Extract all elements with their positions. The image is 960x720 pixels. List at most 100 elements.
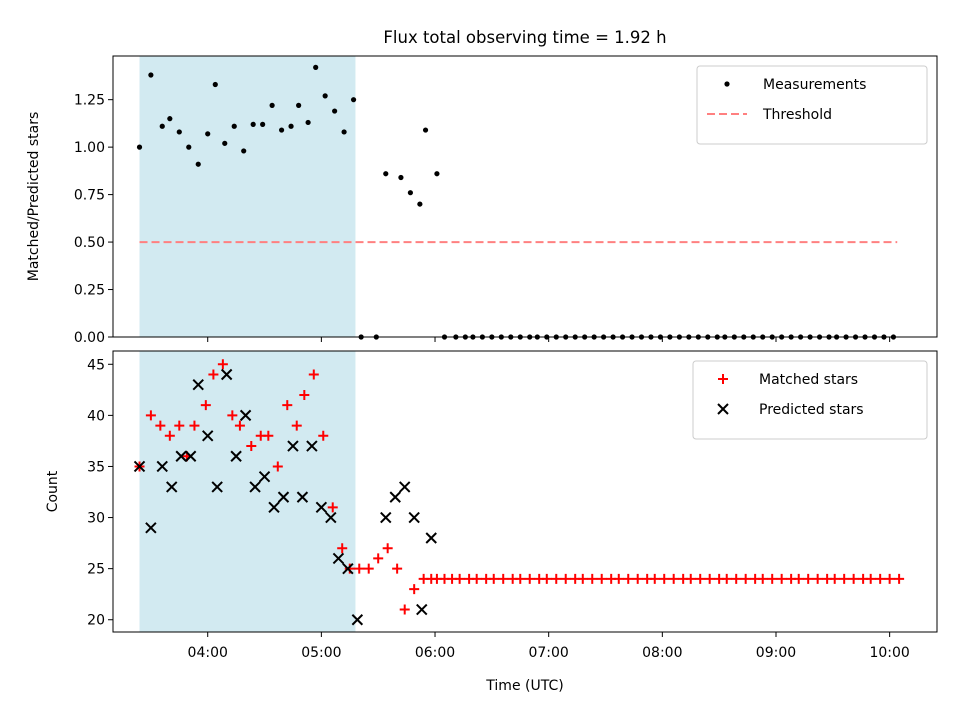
measurement-point	[398, 174, 404, 181]
matched-star-point	[327, 502, 338, 513]
matched-star-point	[227, 410, 238, 421]
legend-label: Predicted stars	[759, 402, 864, 418]
matched-star-point	[577, 573, 588, 584]
matched-star-point	[524, 573, 535, 584]
measurement-point	[136, 144, 143, 150]
measurement-point	[195, 161, 201, 167]
matched-star-point	[613, 573, 624, 584]
y-tick-label: 20	[87, 613, 105, 629]
chart-title: Flux total observing time = 1.92 h	[383, 28, 666, 47]
y-axis-label: Count	[45, 470, 61, 512]
matched-star-point	[354, 563, 365, 574]
bottom-panel-counts: 20 25 30 35 40 45 04:00 05:00 06:00 07:00 08:00 09:…	[45, 350, 938, 661]
x-tick-label: 06:00	[415, 645, 455, 661]
matched-star-point	[649, 573, 660, 584]
predicted-star-point	[389, 491, 401, 503]
x-tick-label: 05:00	[301, 645, 341, 661]
measurement-point	[322, 93, 328, 99]
x-axis-label: Time (UTC)	[485, 678, 563, 694]
matched-star-point	[803, 573, 814, 584]
matched-star-point	[721, 573, 732, 584]
matched-star-point	[848, 573, 859, 584]
matched-star-point	[515, 573, 526, 584]
matched-star-point	[282, 400, 293, 411]
measurement-point	[341, 129, 347, 135]
y-tick-label: 40	[87, 408, 105, 424]
matched-star-point	[344, 563, 355, 574]
matched-star-point	[767, 573, 778, 584]
y-tick-label: 0.75	[74, 188, 105, 204]
y-tick-label: 1.00	[74, 140, 105, 156]
matched-star-point	[272, 461, 283, 472]
predicted-star-point	[220, 368, 233, 381]
measurement-point	[159, 123, 165, 129]
matched-star-point	[373, 553, 384, 564]
matched-star-point	[337, 543, 348, 554]
y-tick-label: 0.50	[74, 235, 105, 251]
legend-marker-dot	[724, 81, 730, 87]
matched-star-point	[208, 369, 219, 380]
matched-star-point	[865, 573, 876, 584]
y-axis-label: Matched/Predicted stars	[26, 112, 42, 282]
measurement-point	[222, 140, 228, 146]
predicted-star-point	[230, 450, 242, 462]
y-tick-label: 25	[87, 562, 105, 578]
matched-star-point	[685, 573, 696, 584]
predicted-star-point	[408, 511, 420, 524]
measurement-point	[422, 127, 429, 133]
predicted-star-point	[156, 460, 168, 473]
measurement-point	[250, 121, 256, 127]
matched-star-point	[498, 573, 509, 584]
predicted-star-point	[332, 552, 345, 565]
matched-star-point	[454, 573, 465, 584]
predicted-star-point	[192, 379, 204, 391]
predicted-star-point	[416, 603, 428, 616]
matched-star-point	[234, 420, 245, 431]
predicted-star-point	[133, 460, 146, 473]
measurement-point	[167, 116, 173, 122]
predicted-star-point	[202, 430, 214, 442]
top-legend: Measurements Threshold	[696, 65, 928, 145]
matched-star-point	[488, 573, 499, 584]
top-observing-span	[139, 56, 356, 337]
matched-star-point	[551, 573, 562, 584]
bottom-series-predicted-stars	[133, 368, 437, 626]
matched-star-point	[596, 573, 607, 584]
y-tick-label: 1.25	[74, 93, 105, 109]
predicted-star-point	[425, 532, 437, 544]
measurement-point	[313, 64, 319, 70]
predicted-star-point	[145, 522, 157, 534]
predicted-star-point	[258, 470, 271, 483]
predicted-star-point	[342, 562, 354, 575]
bottom-observing-span	[139, 351, 356, 632]
predicted-star-point	[249, 481, 261, 493]
legend-box	[696, 65, 928, 145]
bottom-legend: Matched stars Predicted stars	[692, 360, 928, 440]
x-tick-label: 07:00	[528, 645, 568, 661]
matched-star-point	[409, 584, 420, 595]
matched-star-point	[189, 420, 200, 431]
y-tick-label: 45	[87, 357, 105, 373]
measurement-point	[305, 119, 311, 126]
predicted-star-point	[184, 450, 197, 462]
matched-star-point	[623, 573, 634, 584]
measurement-point	[288, 123, 294, 129]
top-panel-ratio: 0.00 0.25 0.50 0.75 1.00 1.25 Matched/Predicte…	[26, 55, 938, 346]
matched-star-point	[659, 573, 670, 584]
matched-star-point	[812, 573, 823, 584]
bottom-series-matched-stars	[134, 359, 905, 615]
measurement-point	[260, 121, 266, 127]
measurement-point	[269, 102, 275, 108]
y-tick-label: 0.00	[74, 330, 105, 346]
matched-star-point	[382, 543, 393, 554]
y-tick-label: 0.25	[74, 283, 105, 299]
measurement-point	[296, 102, 302, 108]
predicted-star-point	[296, 491, 309, 503]
y-tick-label: 35	[87, 459, 105, 475]
predicted-star-point	[277, 491, 290, 503]
predicted-star-point	[325, 511, 337, 524]
matched-star-point	[318, 430, 329, 441]
legend-marker-plus	[718, 374, 728, 384]
predicted-star-point	[380, 511, 392, 524]
predicted-star-point	[166, 481, 178, 493]
